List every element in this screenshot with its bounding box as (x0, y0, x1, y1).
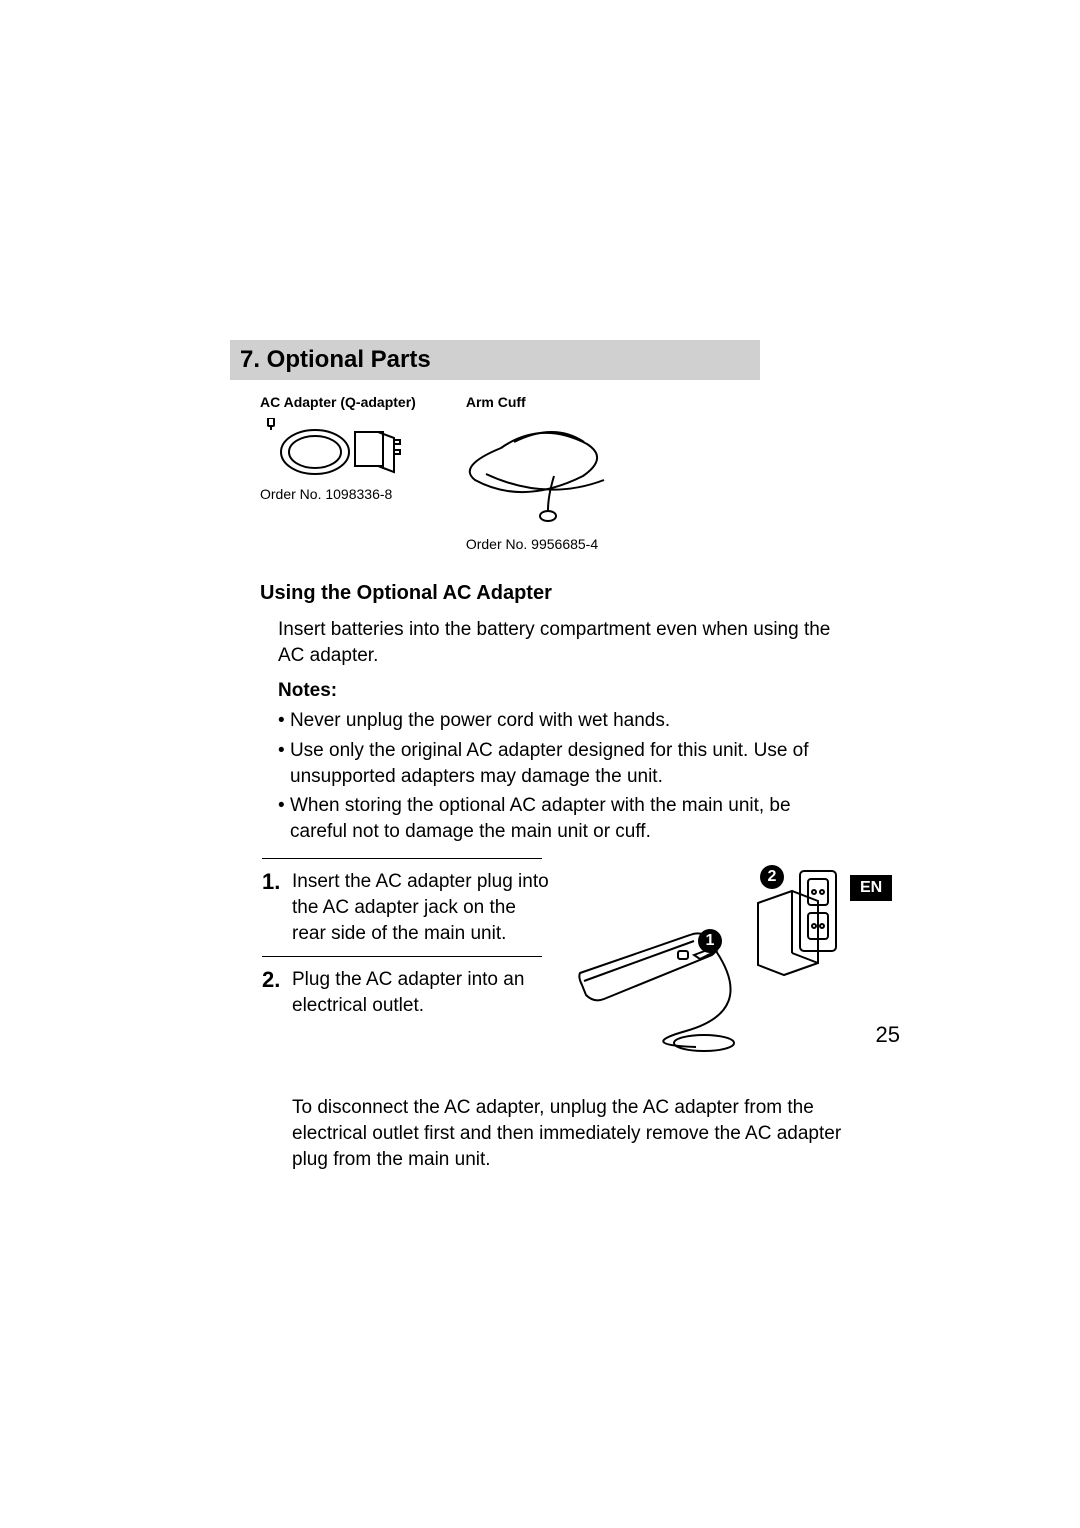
subsection-heading: Using the Optional AC Adapter (260, 582, 905, 605)
language-badge: EN (850, 875, 892, 901)
intro-text: Insert batteries into the battery compar… (278, 617, 838, 668)
ac-adapter-icon (260, 418, 410, 478)
adapter-connection-diagram: 1 2 (570, 863, 840, 1053)
manual-page: 7. Optional Parts AC Adapter (Q-adapter) (0, 0, 1080, 1528)
note-item: When storing the optional AC adapter wit… (278, 793, 848, 844)
part-arm-cuff: Arm Cuff Order No. 9956685-4 (466, 394, 636, 552)
part-ac-adapter: AC Adapter (Q-adapter) (260, 394, 416, 552)
note-item: Never unplug the power cord with wet han… (278, 708, 848, 734)
step-text: Insert the AC adapter plug into the AC a… (292, 869, 552, 946)
order-number: Order No. 1098336-8 (260, 486, 416, 502)
divider (262, 956, 542, 957)
notes-label: Notes: (278, 680, 905, 702)
step-number: 2. (262, 967, 292, 993)
part-title: Arm Cuff (466, 394, 636, 410)
arm-cuff-icon (466, 418, 636, 528)
step-text: Plug the AC adapter into an electrical o… (292, 967, 552, 1018)
order-number: Order No. 9956685-4 (466, 536, 636, 552)
part-title: AC Adapter (Q-adapter) (260, 394, 416, 410)
step-number: 1. (262, 869, 292, 895)
divider (262, 858, 542, 859)
notes-list: Never unplug the power cord with wet han… (278, 708, 848, 844)
section-header: 7. Optional Parts (230, 340, 760, 380)
note-item: Use only the original AC adapter designe… (278, 738, 848, 789)
steps-area: 1. Insert the AC adapter plug into the A… (230, 869, 905, 1069)
parts-row: AC Adapter (Q-adapter) (260, 394, 905, 552)
page-number: 25 (876, 1022, 900, 1048)
disconnect-text: To disconnect the AC adapter, unplug the… (292, 1095, 842, 1172)
